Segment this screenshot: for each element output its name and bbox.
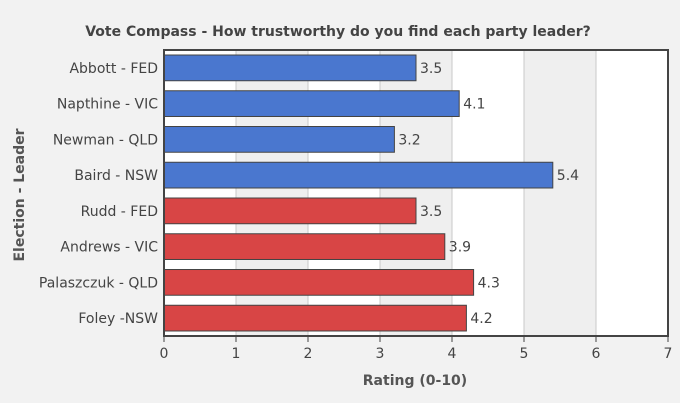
x-tick-label: 0	[160, 346, 169, 362]
category-label: Napthine - VIC	[57, 97, 158, 113]
bar	[163, 161, 554, 189]
y-axis-title: Election - Leader	[12, 128, 28, 261]
category-label: Rudd - FED	[81, 204, 158, 220]
plot-area: Abbott - FED 3.5 Napthine - VIC 4.1 Newman -…	[39, 49, 673, 362]
category-label: Palaszczuk - QLD	[39, 275, 158, 291]
x-tick-label: 7	[664, 346, 673, 362]
x-tick-label: 3	[376, 346, 385, 362]
x-tick-label: 4	[448, 346, 457, 362]
category-label: Andrews - VIC	[60, 240, 158, 256]
data-label: 5.4	[557, 168, 579, 184]
category-label: Foley -NSW	[78, 311, 158, 327]
category-label: Newman - QLD	[53, 132, 158, 148]
x-tick-label: 6	[592, 346, 601, 362]
category-label: Abbott - FED	[69, 61, 158, 77]
bar	[163, 304, 467, 332]
x-tick-label: 1	[232, 346, 241, 362]
data-label: 3.2	[398, 132, 420, 148]
grid-band	[524, 50, 596, 336]
data-label: 4.2	[470, 311, 492, 327]
x-axis-title: Rating (0-10)	[363, 373, 467, 389]
bar	[163, 269, 475, 296]
plot-border	[163, 49, 669, 337]
data-label: 4.1	[463, 97, 485, 113]
data-label: 4.3	[478, 275, 500, 291]
bar	[163, 126, 395, 153]
category-label: Baird - NSW	[74, 168, 158, 184]
bar	[163, 233, 446, 260]
x-tick-label: 5	[520, 346, 529, 362]
data-label: 3.5	[420, 61, 442, 77]
chart-title: Vote Compass - How trustworthy do you fi…	[85, 24, 591, 40]
x-tick-label: 2	[304, 346, 313, 362]
bar	[163, 197, 417, 225]
data-label: 3.9	[449, 240, 471, 256]
data-label: 3.5	[420, 204, 442, 220]
bar	[163, 54, 417, 82]
bar	[163, 90, 460, 117]
